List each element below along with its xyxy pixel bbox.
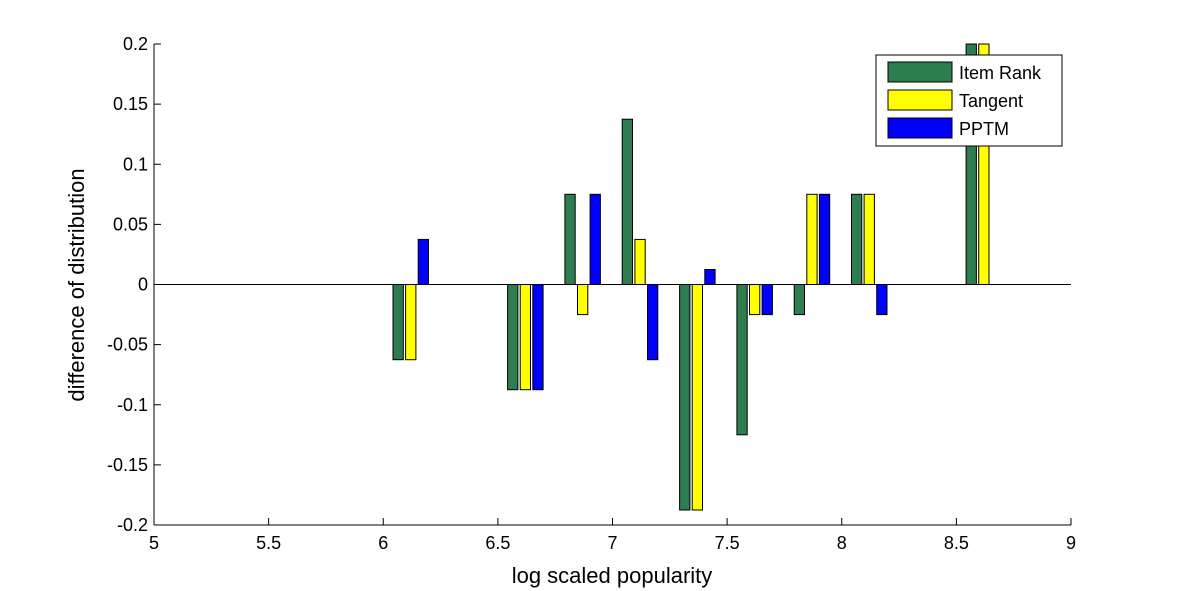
y-tick-label-3: 0.05 <box>113 214 148 234</box>
x-axis-title: log scaled popularity <box>512 563 713 588</box>
x-tick-label-7: 8.5 <box>944 533 969 553</box>
x-tick-label-8: 9 <box>1066 533 1076 553</box>
legend-label-pptm: PPTM <box>959 119 1009 139</box>
y-tick-label-0: 0.2 <box>123 34 148 54</box>
legend-swatch-item-rank <box>887 61 953 83</box>
y-tick-label-7: -0.15 <box>107 455 148 475</box>
bar-pptm-4 <box>704 269 716 285</box>
legend-swatch-pptm <box>887 117 953 139</box>
legend-label-item-rank: Item Rank <box>959 63 1042 83</box>
x-tick-label-1: 5.5 <box>256 533 281 553</box>
bar-tangent-2 <box>577 284 589 316</box>
y-tick-label-6: -0.1 <box>117 395 148 415</box>
bar-item-rank-1 <box>507 284 519 391</box>
bar-pptm-1 <box>532 284 544 391</box>
bar-tangent-0 <box>405 284 417 361</box>
bar-tangent-4 <box>691 284 704 511</box>
bar-item-rank-2 <box>564 193 576 285</box>
x-tick-label-4: 7 <box>607 533 617 553</box>
bar-tangent-6 <box>806 193 818 285</box>
bar-item-rank-0 <box>392 284 404 361</box>
bar-pptm-0 <box>417 238 430 285</box>
bar-item-rank-4 <box>679 284 691 511</box>
bar-tangent-7 <box>863 193 875 285</box>
x-tick-label-0: 5 <box>149 533 159 553</box>
x-tick-label-5: 7.5 <box>715 533 740 553</box>
y-axis-title: difference of distribution <box>64 168 89 401</box>
x-tick-label-3: 6.5 <box>485 533 510 553</box>
bar-pptm-7 <box>876 284 888 316</box>
y-tick-label-4: 0 <box>138 275 148 295</box>
bar-item-rank-7 <box>851 193 863 285</box>
y-tick-label-5: -0.05 <box>107 335 148 355</box>
bar-pptm-5 <box>761 284 773 316</box>
bar-pptm-3 <box>647 284 659 361</box>
bar-item-rank-3 <box>621 118 634 285</box>
bar-tangent-1 <box>519 284 532 391</box>
y-tick-group: 0.2 0.15 0.1 0.05 0 -0.05 -0.1 -0.15 -0.2 <box>107 34 161 535</box>
bar-pptm-6 <box>818 193 831 285</box>
bar-item-rank-5 <box>736 284 748 436</box>
legend-label-tangent: Tangent <box>959 91 1023 111</box>
legend-swatch-tangent <box>887 89 953 111</box>
x-tick-label-6: 8 <box>837 533 847 553</box>
bar-tangent-5 <box>749 284 761 316</box>
bar-tangent-3 <box>634 238 646 285</box>
legend: Item Rank Tangent PPTM <box>875 54 1063 147</box>
y-tick-label-2: 0.1 <box>123 154 148 174</box>
bar-pptm-2 <box>589 193 601 285</box>
bar-item-rank-6 <box>793 284 806 316</box>
x-tick-label-2: 6 <box>378 533 388 553</box>
y-tick-label-8: -0.2 <box>117 515 148 535</box>
x-tick-group: 5 5.5 6 6.5 7 7.5 8 8.5 9 <box>149 518 1076 553</box>
y-tick-label-1: 0.15 <box>113 94 148 114</box>
